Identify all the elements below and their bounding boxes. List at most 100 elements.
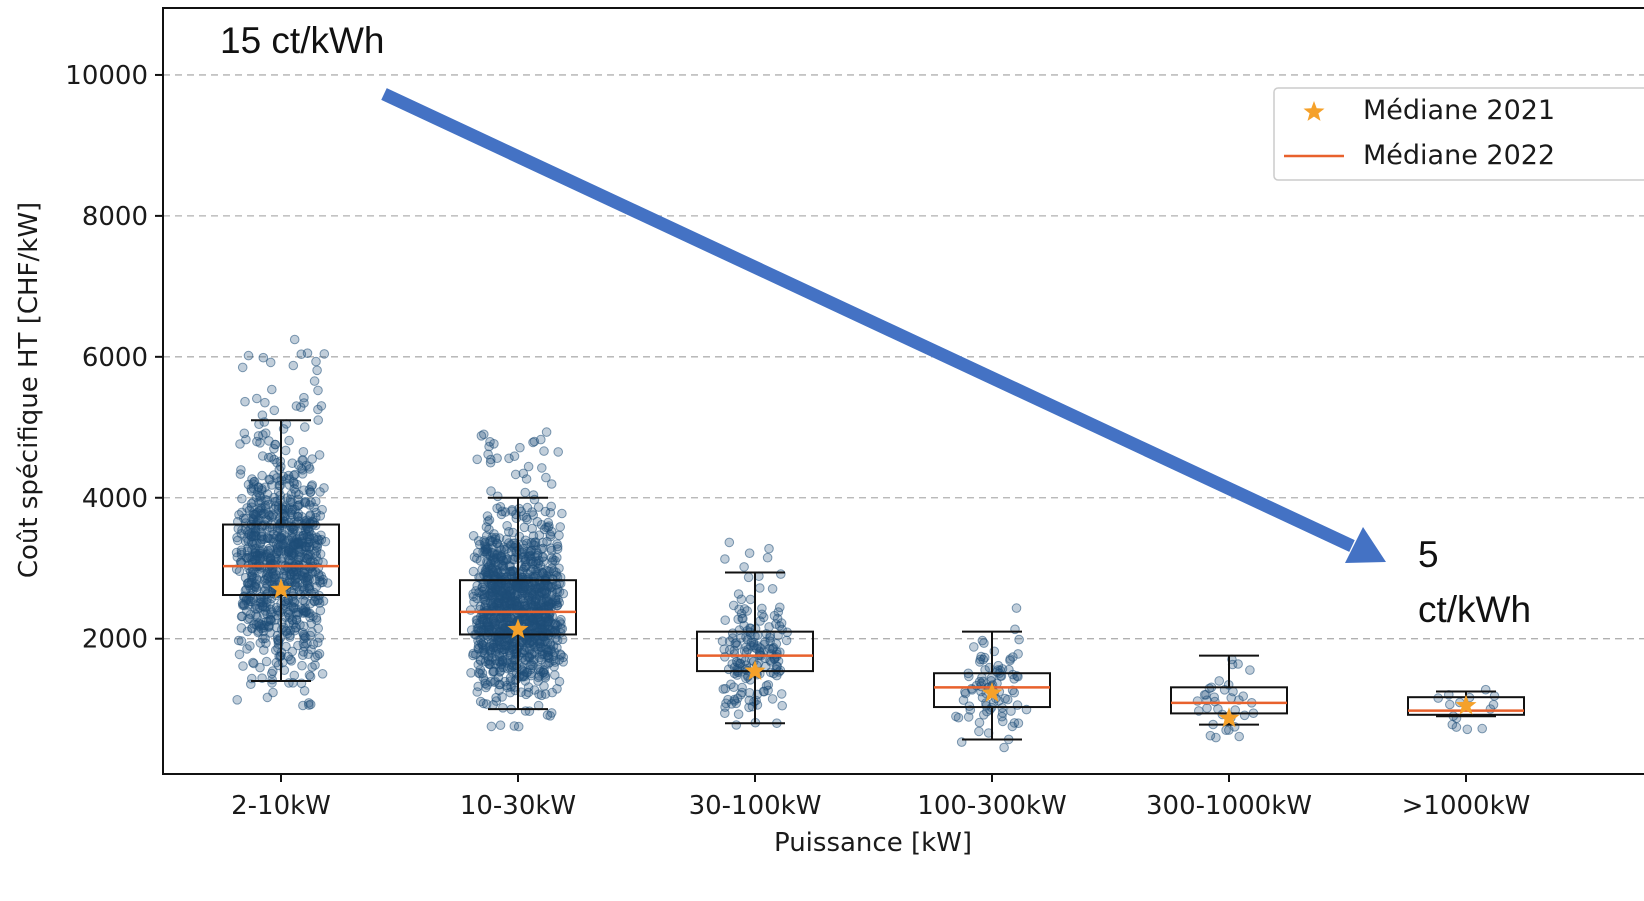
data-point — [265, 357, 276, 368]
data-point — [502, 521, 512, 531]
data-point — [315, 605, 326, 616]
legend-label-median-2022: Médiane 2022 — [1363, 140, 1555, 171]
data-point — [270, 615, 281, 625]
x-tick-label-0: 2-10kW — [231, 791, 331, 821]
data-point — [745, 594, 756, 605]
data-point — [246, 498, 257, 509]
data-point — [468, 531, 479, 541]
data-point — [240, 585, 251, 596]
data-point — [289, 597, 300, 608]
data-point — [304, 700, 314, 710]
data-point — [272, 605, 283, 616]
data-point — [533, 644, 544, 655]
data-point — [1213, 704, 1223, 714]
data-point — [505, 672, 516, 683]
data-point — [527, 523, 538, 534]
data-point — [1211, 732, 1221, 743]
data-point — [236, 545, 247, 556]
data-point — [742, 635, 753, 645]
box-3 — [933, 630, 1051, 741]
data-point — [1485, 704, 1496, 714]
data-point — [269, 405, 280, 416]
data-point — [247, 474, 257, 484]
data-point — [951, 711, 961, 722]
data-point — [545, 531, 556, 542]
data-point — [1007, 721, 1018, 732]
data-point — [481, 522, 492, 532]
data-point — [267, 678, 277, 688]
data-point — [238, 661, 248, 671]
data-point — [296, 349, 307, 360]
x-tick-label-4: 300-1000kW — [1146, 791, 1312, 821]
y-tick-label-8000: 8000 — [82, 202, 148, 232]
data-point — [231, 547, 242, 558]
data-point — [486, 486, 496, 496]
data-point — [508, 527, 518, 538]
data-point — [312, 365, 322, 376]
data-point — [495, 720, 506, 731]
data-point — [509, 721, 520, 731]
data-point — [1480, 684, 1491, 695]
data-point — [553, 594, 563, 605]
data-point — [488, 666, 499, 677]
data-point — [314, 633, 325, 643]
data-point — [538, 667, 549, 678]
data-point — [284, 435, 294, 446]
data-point — [307, 480, 318, 490]
data-point — [260, 583, 271, 594]
data-point — [257, 410, 268, 421]
data-point — [312, 650, 323, 661]
data-point — [490, 676, 501, 686]
data-point — [284, 555, 295, 565]
data-point — [718, 684, 729, 694]
data-point — [305, 510, 316, 520]
data-point — [257, 470, 267, 481]
data-point — [532, 624, 543, 635]
data-point — [301, 542, 312, 553]
data-point — [284, 678, 294, 688]
data-point — [246, 502, 257, 513]
data-point — [493, 644, 504, 654]
data-point — [246, 531, 257, 542]
data-point — [498, 703, 508, 713]
data-point — [1013, 649, 1023, 659]
legend-label-median-2021: Médiane 2021 — [1363, 95, 1555, 126]
data-point — [313, 404, 323, 415]
data-point — [776, 569, 786, 579]
data-point — [291, 401, 302, 411]
data-point — [468, 566, 479, 577]
data-point — [1447, 719, 1458, 730]
data-point — [466, 668, 476, 678]
data-point — [724, 645, 735, 655]
data-point — [737, 687, 747, 698]
data-point — [1489, 691, 1500, 701]
data-point — [724, 537, 735, 548]
y-axis-label: Coût spécifique HT [CHF/kW] — [14, 202, 44, 578]
data-point — [720, 554, 730, 564]
data-point — [291, 487, 301, 498]
data-point — [305, 487, 316, 498]
data-point — [518, 468, 529, 479]
data-point — [236, 623, 247, 633]
data-point — [763, 685, 773, 696]
data-point — [263, 452, 274, 463]
data-point — [520, 487, 531, 498]
y-axis-ticks: 2000 4000 6000 8000 10000 — [65, 61, 163, 655]
data-point — [477, 564, 488, 575]
data-point — [307, 662, 317, 672]
data-point — [285, 521, 296, 532]
data-point — [552, 684, 562, 694]
y-tick-label-10000: 10000 — [65, 61, 148, 91]
data-point — [727, 628, 738, 639]
data-point — [301, 529, 311, 539]
data-point — [529, 494, 540, 505]
data-point — [232, 535, 243, 546]
data-point — [483, 449, 493, 460]
data-point — [469, 552, 480, 563]
data-point — [472, 687, 483, 697]
data-point — [262, 597, 272, 608]
data-point — [720, 702, 730, 712]
data-point — [1226, 693, 1236, 703]
data-point — [262, 692, 273, 703]
data-point — [234, 649, 245, 660]
